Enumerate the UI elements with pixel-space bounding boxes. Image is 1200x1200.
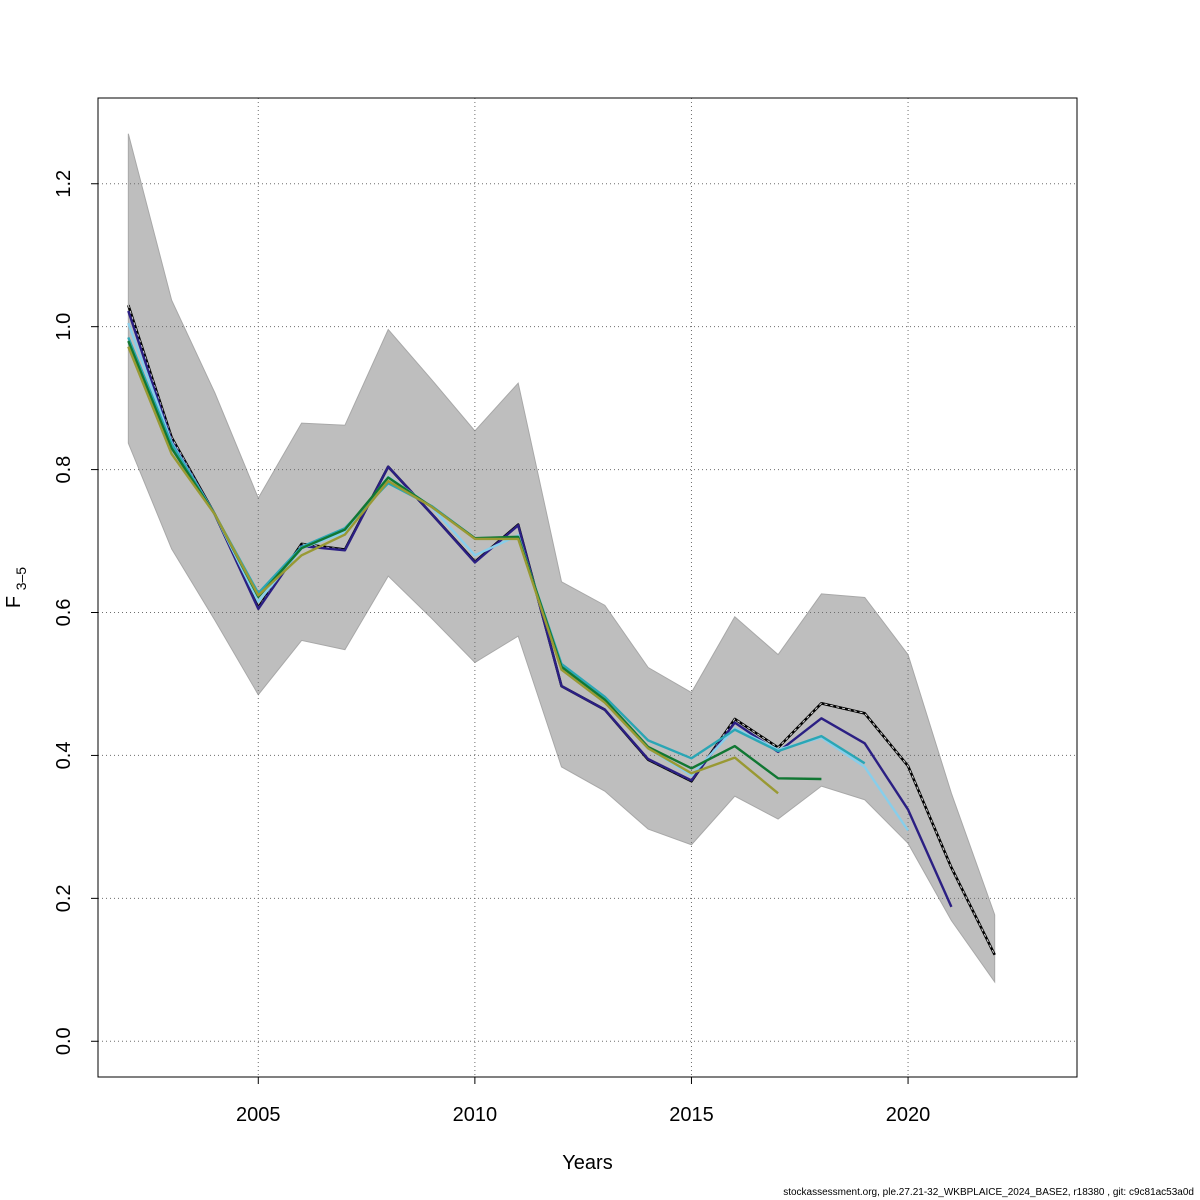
plot-frame (97, 97, 1078, 1078)
y-tick-label: 0.6 (53, 599, 75, 627)
series-line-5 (127, 346, 779, 795)
y-axis-title: F 3–5 (3, 567, 29, 608)
x-axis-title: Years (562, 1152, 612, 1174)
confidence-band (127, 133, 996, 984)
y-tick-label: 0.8 (53, 456, 75, 484)
x-tick-label: 2005 (236, 1104, 281, 1126)
y-tick-label: 0.4 (53, 742, 75, 770)
y-tick-label: 0.2 (53, 884, 75, 912)
x-tick-label: 2015 (669, 1104, 714, 1126)
series-line-2 (127, 322, 910, 832)
x-tick-label: 2010 (453, 1104, 498, 1126)
y-tick-label: 1.2 (53, 170, 75, 198)
x-tick-label: 2020 (886, 1104, 931, 1126)
credit-footnote: stockassessment.org, ple.27.21-32_WKBPLA… (783, 1187, 1194, 1198)
y-axis-title-subscript: 3–5 (13, 567, 29, 591)
y-tick-label: 1.0 (53, 313, 75, 341)
y-tick-label: 0.0 (53, 1027, 75, 1055)
y-axis-title-main: F (3, 596, 25, 608)
